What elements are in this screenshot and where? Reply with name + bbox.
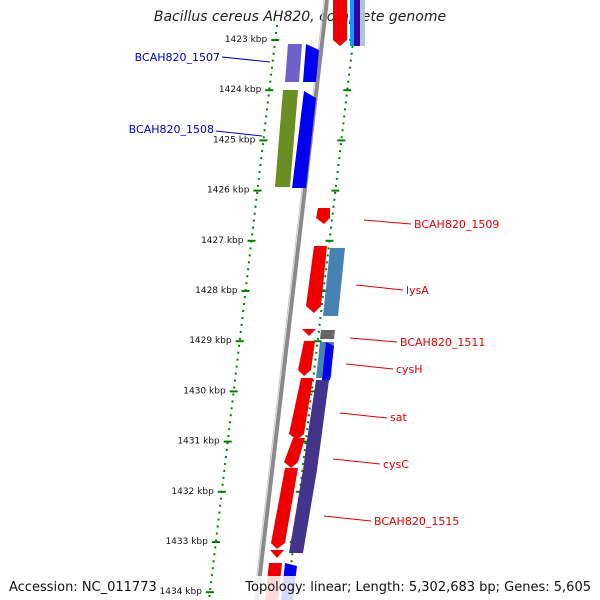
tick-label: 1434 kbp	[160, 587, 203, 597]
gene-arrow-1507-purple[interactable]	[285, 44, 302, 82]
tick-label: 1427 kbp	[201, 236, 244, 246]
leader-line-1511	[349, 337, 398, 343]
gene-arrow-1515-red[interactable]	[271, 468, 298, 549]
tick-label: 1426 kbp	[207, 186, 250, 196]
tick-label: 1431 kbp	[177, 437, 220, 447]
gene-label-sat[interactable]: sat	[390, 411, 407, 424]
leader-line-cysH	[345, 363, 394, 370]
leader-line-lysA	[355, 284, 404, 291]
gene-arrow-cysC-purple[interactable]	[303, 440, 321, 470]
gene-arrow-cysH-red[interactable]	[298, 341, 315, 376]
tick-labels: 1423 kbp 1424 kbp 1425 kbp 1426 kbp 1427 kbp…	[160, 35, 268, 597]
tick-label: 1428 kbp	[195, 286, 238, 296]
gene-arrow-cysC-red[interactable]	[284, 438, 305, 468]
leader-line-1507	[221, 56, 271, 63]
gene-arrow-top-cyan[interactable]	[350, 0, 354, 46]
gene-arrow-1507-blue[interactable]	[303, 44, 319, 82]
gene-label-1511[interactable]: BCAH820_1511	[400, 336, 485, 349]
tick-label: 1433 kbp	[165, 537, 208, 547]
gene-label-1507[interactable]: BCAH820_1507	[135, 51, 220, 64]
topology-label: Topology: linear; Length: 5,302,683 bp; …	[242, 576, 594, 600]
leader-line-cysC	[332, 458, 381, 465]
leader-line-1508	[215, 130, 263, 137]
tick-label: 1423 kbp	[225, 35, 268, 45]
tick-label: 1424 kbp	[219, 85, 262, 95]
gene-arrow-small-red[interactable]	[270, 550, 284, 558]
tick-label: 1432 kbp	[171, 487, 214, 497]
gene-arrow-lysA-steel[interactable]	[323, 248, 345, 316]
gene-arrow-lysA-red[interactable]	[306, 246, 327, 313]
gene-label-lysA[interactable]: lysA	[406, 284, 429, 297]
gene-arrow-1508-olive[interactable]	[275, 90, 298, 187]
gene-label-cysC[interactable]: cysC	[383, 458, 409, 471]
genome-title: Bacillus cereus AH820, complete genome	[153, 9, 447, 25]
gene-arrow-top-red[interactable]	[333, 0, 347, 46]
gene-label-cysH[interactable]: cysH	[396, 363, 423, 376]
tick-label: 1429 kbp	[189, 336, 232, 346]
gene-arrow-cysH-blue[interactable]	[322, 342, 334, 380]
gene-arrow-sat-purple[interactable]	[307, 380, 329, 440]
gene-arrow-1511-gray[interactable]	[320, 330, 335, 339]
gene-label-1508[interactable]: BCAH820_1508	[129, 123, 214, 136]
gene-arrow-top-indigo[interactable]	[354, 0, 360, 46]
accession-label: Accession: NC_011773	[6, 576, 160, 600]
gene-arrow-1515-purple[interactable]	[289, 470, 317, 553]
gene-arrow-sat-red[interactable]	[289, 378, 313, 440]
gene-label-1515[interactable]: BCAH820_1515	[374, 515, 459, 528]
leader-line-sat	[339, 412, 388, 419]
gene-arrow-1511-red[interactable]	[302, 329, 316, 336]
gene-arrow-top-lightblue[interactable]	[360, 0, 365, 46]
tick-label: 1425 kbp	[213, 135, 256, 145]
gene-label-1509[interactable]: BCAH820_1509	[414, 218, 499, 231]
gene-arrow-1509[interactable]	[316, 208, 330, 224]
gene-arrow-1508-blue[interactable]	[292, 91, 316, 188]
leader-line-1515	[323, 515, 372, 522]
leader-line-1509	[363, 219, 412, 225]
tick-label: 1430 kbp	[183, 386, 226, 396]
